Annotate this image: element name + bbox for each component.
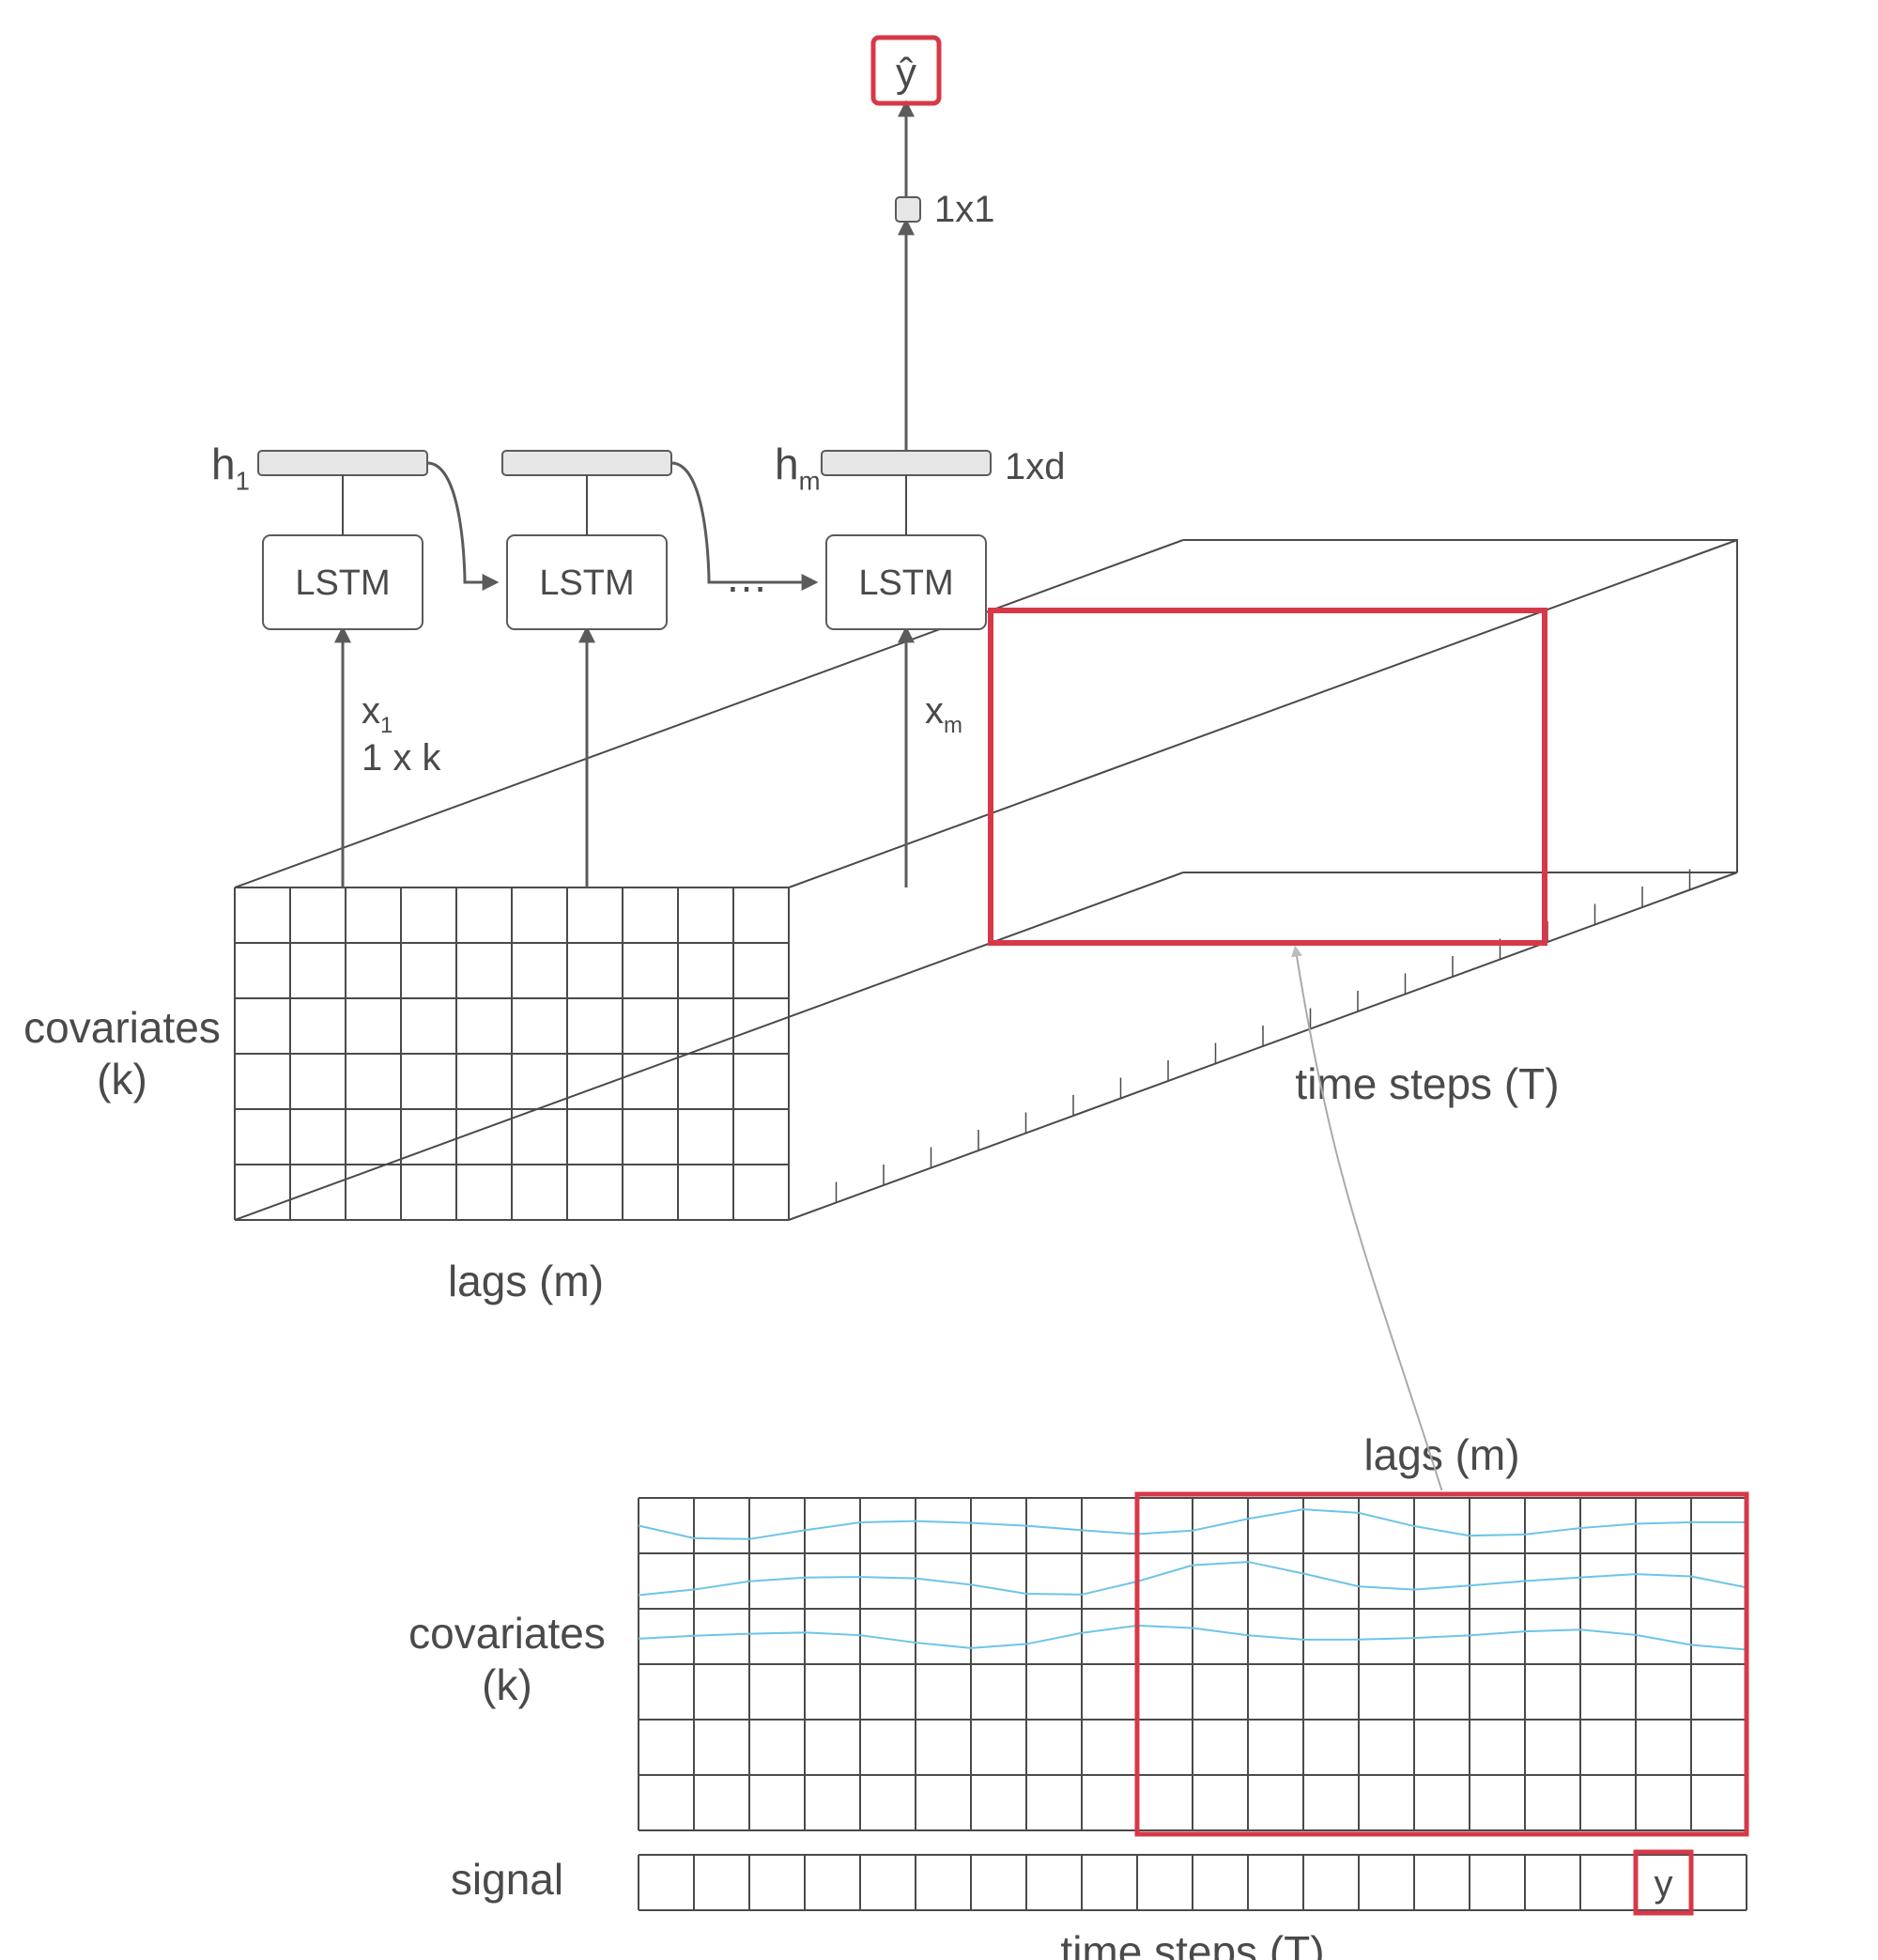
lstm-architecture-diagram: covariates(k)lags (m)time steps (T)LSTML… <box>0 0 1878 1960</box>
label-x1: x1 <box>362 690 393 738</box>
hidden-state-bar <box>258 451 427 475</box>
label-1xk: 1 x k <box>362 737 441 779</box>
label-lstm: LSTM <box>539 563 634 603</box>
red-slice <box>991 610 1545 943</box>
label-ellipsis: … <box>725 552 768 601</box>
label-timesteps-top: time steps (T) <box>1295 1059 1559 1108</box>
recurrent-arrow <box>427 463 496 582</box>
label-lags-top: lags (m) <box>448 1257 604 1305</box>
label-hm: hm <box>775 440 821 496</box>
label-lstm: LSTM <box>295 563 390 603</box>
label-k-top: (k) <box>97 1055 147 1103</box>
mapping-arrow <box>1296 948 1442 1490</box>
label-k-bottom: (k) <box>482 1660 532 1709</box>
label-y: y <box>1655 1863 1673 1905</box>
label-covariates-top: covariates <box>23 1003 221 1052</box>
hidden-state-bar <box>822 451 991 475</box>
prism-diagonal <box>235 872 1183 1220</box>
label-1x1: 1x1 <box>934 189 995 230</box>
label-signal: signal <box>451 1855 563 1904</box>
dense-1x1 <box>896 197 920 222</box>
label-h1: h1 <box>211 440 250 496</box>
hidden-state-bar <box>502 451 671 475</box>
label-covariates-bottom: covariates <box>408 1609 606 1658</box>
label-yhat: ŷ <box>896 50 916 96</box>
label-xm: xm <box>925 690 962 738</box>
label-1xd: 1xd <box>1005 446 1066 487</box>
label-timesteps-bottom: time steps (T) <box>1060 1927 1324 1960</box>
label-lags-bottom: lags (m) <box>1363 1430 1519 1479</box>
label-lstm: LSTM <box>858 563 953 603</box>
prism-back-edge <box>1183 540 1737 872</box>
